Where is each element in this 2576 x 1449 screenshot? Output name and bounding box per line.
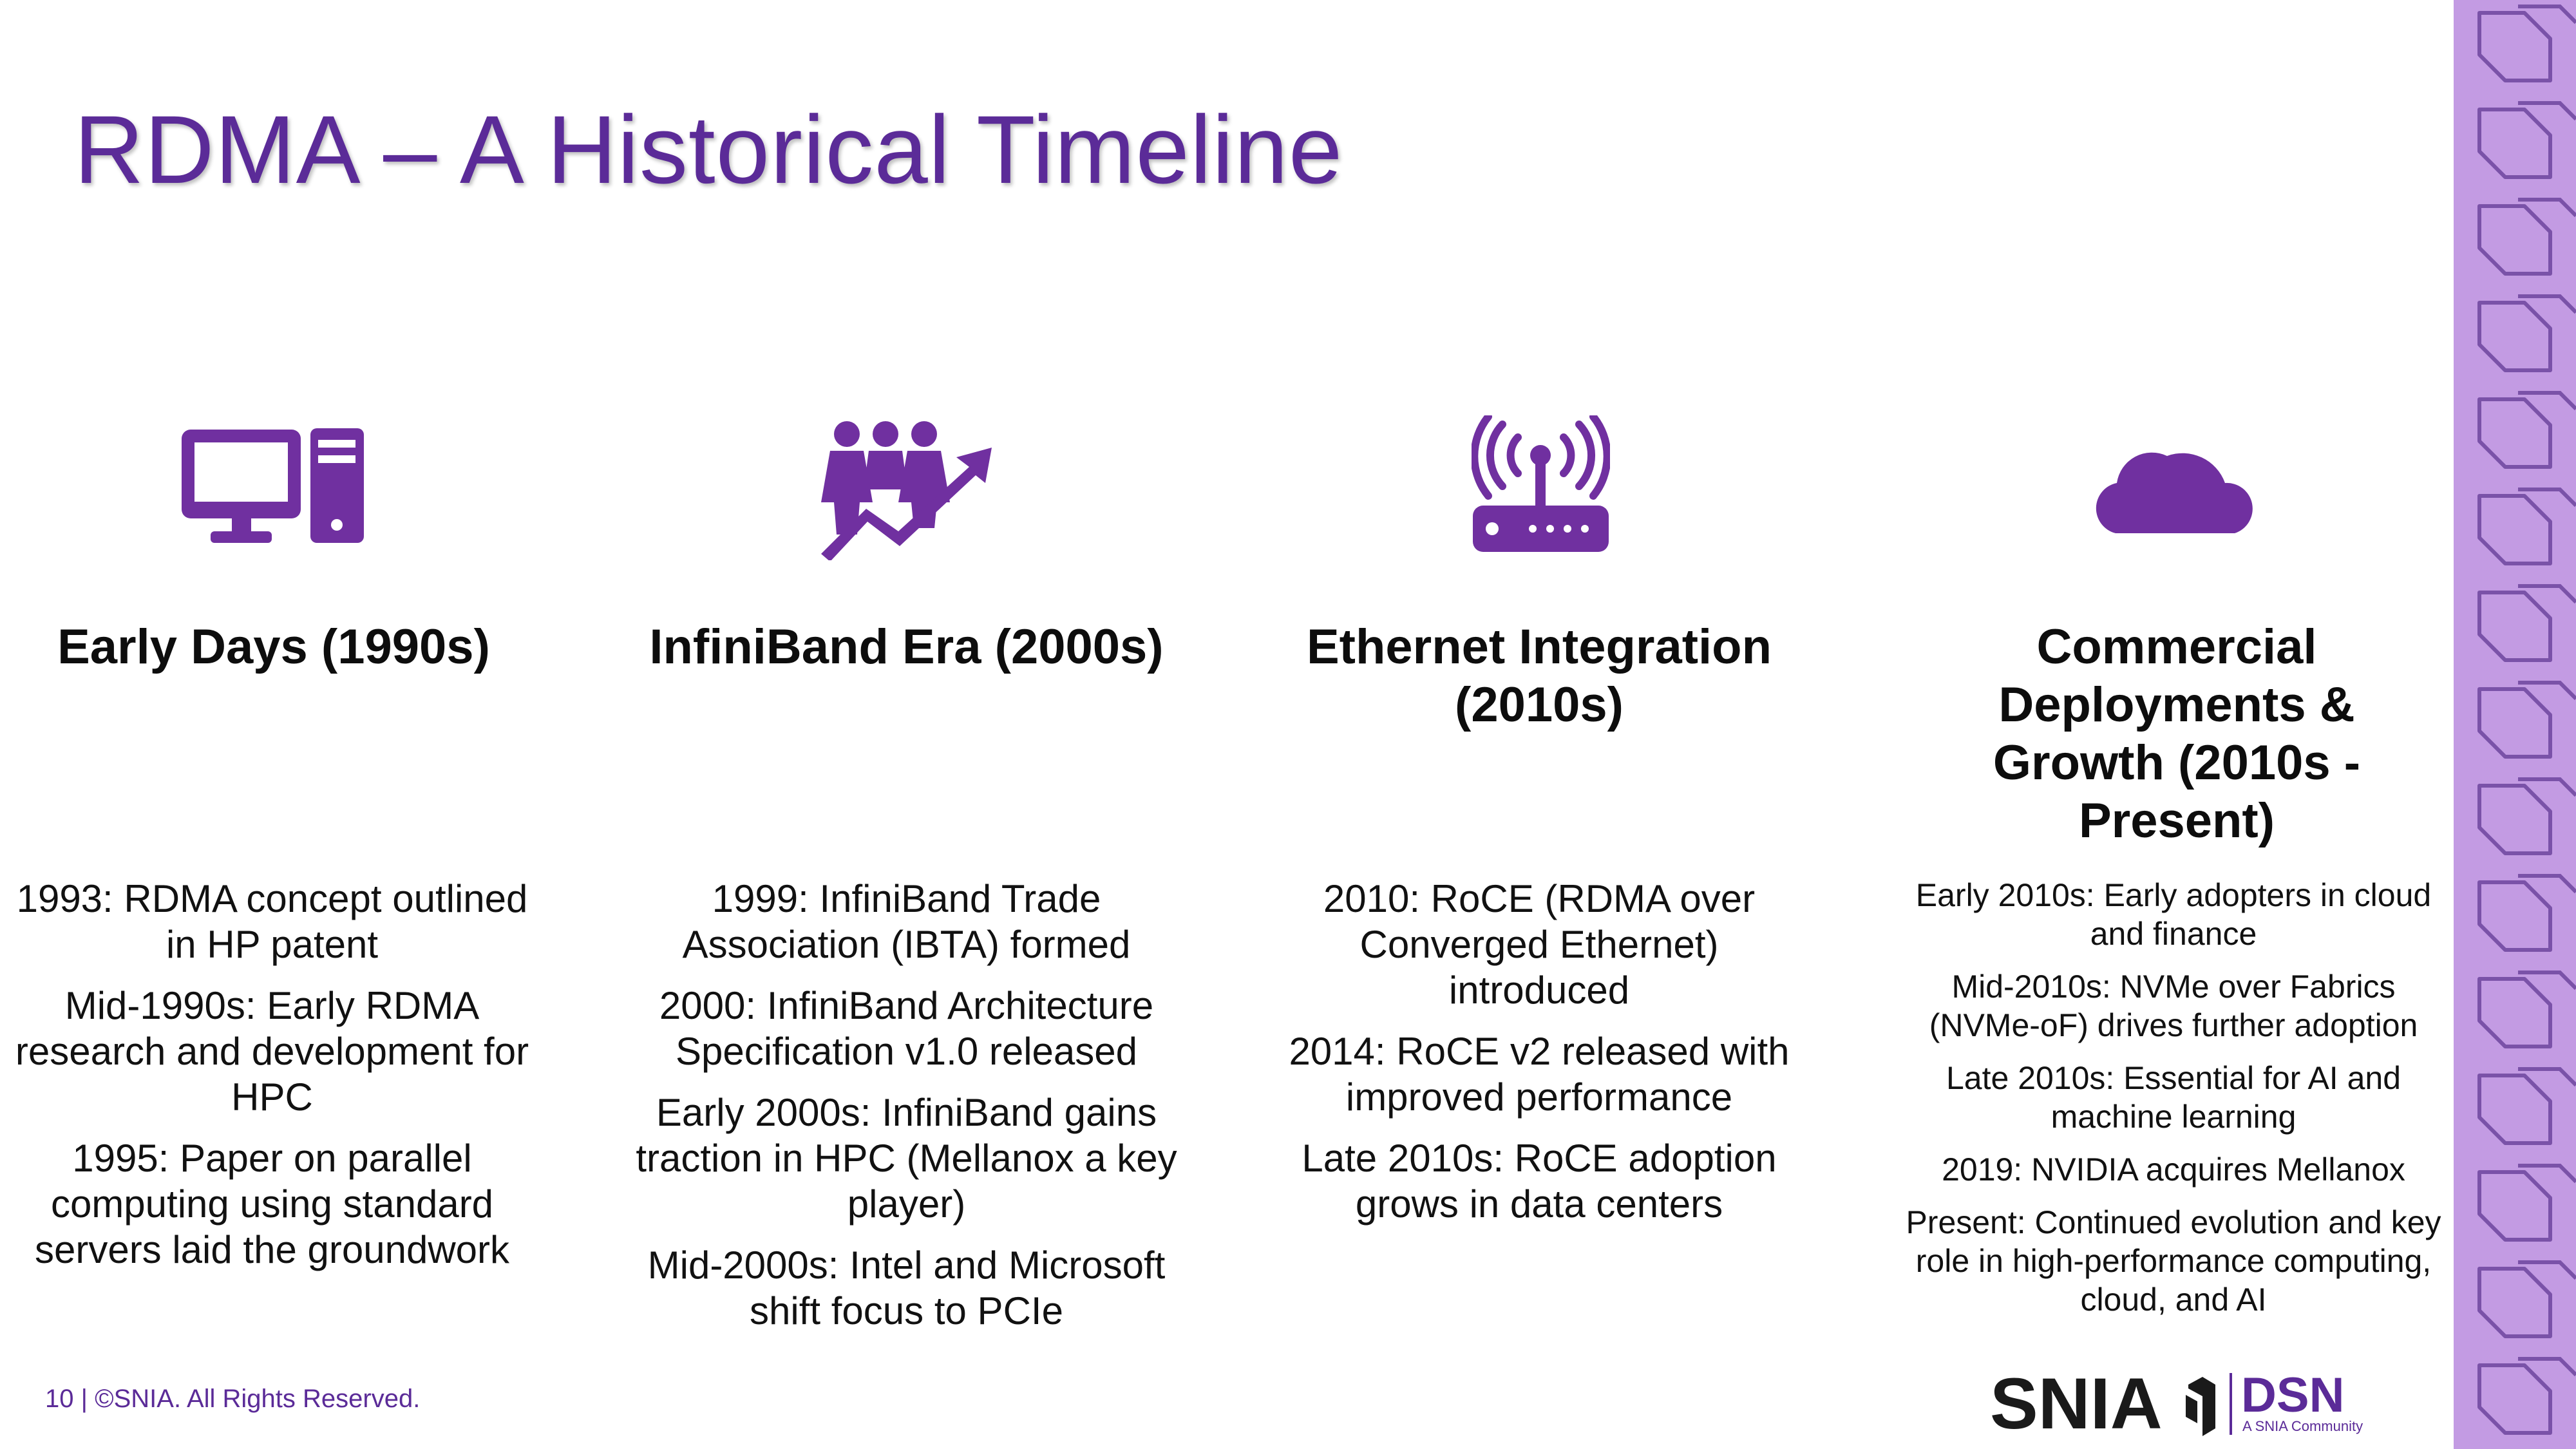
timeline-item: 2000: InfiniBand Architecture Specificat… bbox=[659, 984, 1154, 1073]
column-heading-infiniband-era: InfiniBand Era (2000s) bbox=[649, 620, 1164, 674]
column-heading-ethernet-integration: Ethernet Integration (2010s) bbox=[1306, 620, 1772, 732]
column-body-early-days: 1993: RDMA concept outlined in HP patent… bbox=[0, 876, 544, 1288]
timeline-item: 2019: NVIDIA acquires Mellanox bbox=[1942, 1151, 2405, 1188]
dsn-logo-subtitle: A SNIA Community bbox=[2242, 1418, 2363, 1434]
dsn-logo-text: DSN bbox=[2241, 1368, 2344, 1423]
chevron-pattern-icon bbox=[2454, 0, 2576, 1449]
desktop-computer-icon bbox=[182, 428, 364, 543]
team-growth-arrow-icon bbox=[821, 421, 992, 560]
timeline-item: 2010: RoCE (RDMA over Converged Ethernet… bbox=[1323, 877, 1756, 1012]
column-body-ethernet-integration: 2010: RoCE (RDMA over Converged Ethernet… bbox=[1282, 876, 1797, 1242]
timeline-item: Late 2010s: RoCE adoption grows in data … bbox=[1302, 1137, 1777, 1226]
snia-mark-icon bbox=[2186, 1377, 2215, 1436]
timeline-item: Present: Continued evolution and key rol… bbox=[1906, 1204, 2441, 1318]
timeline-item: 1993: RDMA concept outlined in HP patent bbox=[16, 877, 528, 966]
timeline-item: Late 2010s: Essential for AI and machine… bbox=[1946, 1060, 2401, 1135]
timeline-item: Mid-2000s: Intel and Microsoft shift foc… bbox=[647, 1244, 1166, 1332]
timeline-item: 1995: Paper on parallel computing using … bbox=[34, 1137, 510, 1271]
slide-title: RDMA – A Historical Timeline bbox=[74, 95, 1343, 204]
timeline-item: Mid-1990s: Early RDMA research and devel… bbox=[15, 984, 529, 1119]
snia-logo-text: SNIA bbox=[1990, 1363, 2163, 1443]
column-body-infiniband-era: 1999: InfiniBand Trade Association (IBTA… bbox=[631, 876, 1182, 1349]
footer-copyright: 10 | ©SNIA. All Rights Reserved. bbox=[45, 1385, 421, 1413]
timeline-item: 2014: RoCE v2 released with improved per… bbox=[1289, 1030, 1790, 1119]
decorative-side-band bbox=[2454, 0, 2576, 1449]
wireless-router-icon bbox=[1472, 415, 1610, 552]
column-body-commercial-deployments: Early 2010s: Early adopters in cloud and… bbox=[1900, 876, 2447, 1333]
timeline-item: Early 2010s: Early adopters in cloud and… bbox=[1915, 877, 2432, 952]
timeline-item: Early 2000s: InfiniBand gains traction i… bbox=[636, 1091, 1177, 1226]
timeline-item: Mid-2010s: NVMe over Fabrics (NVMe-oF) d… bbox=[1929, 969, 2418, 1043]
cloud-icon bbox=[2096, 452, 2253, 533]
column-heading-commercial-deployments: Commercial Deployments & Growth (2010s -… bbox=[1993, 620, 2361, 848]
snia-dsn-logo: SNIA DSN A SNIA Community bbox=[1990, 1363, 2363, 1443]
column-heading-early-days: Early Days (1990s) bbox=[57, 620, 490, 674]
timeline-item: 1999: InfiniBand Trade Association (IBTA… bbox=[682, 877, 1131, 966]
